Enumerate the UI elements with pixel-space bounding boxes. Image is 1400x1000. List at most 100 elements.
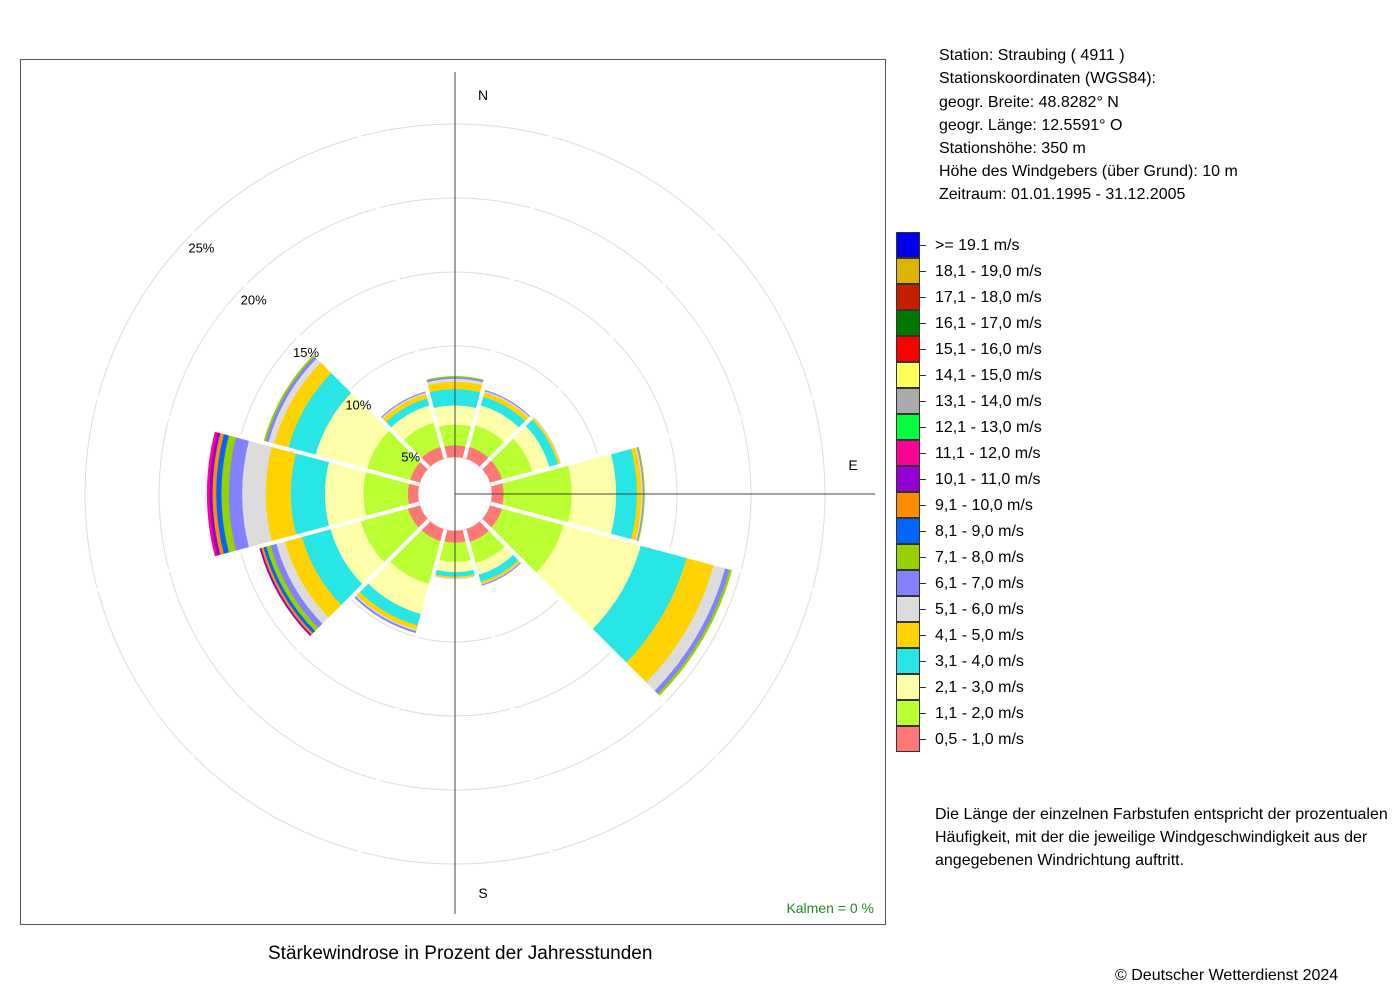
legend-tick <box>920 609 926 610</box>
legend-swatch <box>896 388 920 414</box>
sector-gap <box>142 181 431 470</box>
legend-tick <box>920 739 926 740</box>
legend-label: 9,1 - 10,0 m/s <box>935 497 1033 514</box>
wind-rose-svg: 5% 10% 15% 20% 25% N E S Kalmen = 0 % <box>29 68 881 920</box>
legend-label: 12,1 - 13,0 m/s <box>935 419 1042 436</box>
compass-label-e: E <box>848 457 857 473</box>
legend-label: 15,1 - 16,0 m/s <box>935 341 1042 358</box>
compass-label-s: S <box>478 885 487 901</box>
legend-label: 2,1 - 3,0 m/s <box>935 679 1024 696</box>
legend-label: 5,1 - 6,0 m/s <box>935 601 1024 618</box>
legend-label: 16,1 - 17,0 m/s <box>935 315 1042 332</box>
legend-swatch <box>896 284 920 310</box>
legend-label: 6,1 - 7,0 m/s <box>935 575 1024 592</box>
radial-tick-label: 20% <box>241 293 267 308</box>
legend-tick <box>920 271 926 272</box>
legend-tick <box>920 557 926 558</box>
sector-gap <box>29 501 420 610</box>
legend-swatch <box>896 726 920 752</box>
chart-caption: Stärkewindrose in Prozent der Jahresstun… <box>268 943 653 964</box>
sector-gap <box>479 181 768 470</box>
sector-gap <box>339 529 448 920</box>
sector-gap <box>462 529 571 920</box>
wind-rose-plot: 5% 10% 15% 20% 25% N E S Kalmen = 0 % <box>20 59 886 925</box>
calm-label: Kalmen = 0 % <box>786 900 874 916</box>
legend-label: 14,1 - 15,0 m/s <box>935 367 1042 384</box>
coords-title: Stationskoordinaten (WGS84): <box>939 70 1156 87</box>
legend-swatch <box>896 544 920 570</box>
legend-label: 1,1 - 2,0 m/s <box>935 705 1024 722</box>
legend-tick <box>920 453 926 454</box>
legend-tick <box>920 687 926 688</box>
sector-gap <box>490 378 881 487</box>
radial-tick-label: 5% <box>401 450 420 465</box>
legend-tick <box>920 635 926 636</box>
legend-swatch <box>896 700 920 726</box>
legend-tick <box>920 401 926 402</box>
longitude-line: geogr. Länge: 12.5591° O <box>939 117 1123 134</box>
radial-tick-label: 10% <box>345 397 371 412</box>
sector-300 <box>263 353 430 485</box>
legend-tick <box>920 245 926 246</box>
sector-gap <box>339 68 448 459</box>
sector-gap <box>490 501 881 610</box>
legend-tick <box>920 427 926 428</box>
legend-swatch <box>896 362 920 388</box>
legend-swatch <box>896 258 920 284</box>
sector-gap <box>462 68 571 459</box>
legend-label: 10,1 - 11,0 m/s <box>935 471 1041 488</box>
legend-label: 3,1 - 4,0 m/s <box>935 653 1024 670</box>
legend-tick <box>920 479 926 480</box>
radial-tick-label: 25% <box>188 240 214 255</box>
sector-210 <box>352 519 446 634</box>
compass-label-n: N <box>478 87 488 103</box>
legend-swatch <box>896 440 920 466</box>
legend-swatch <box>896 466 920 492</box>
legend-tick <box>920 583 926 584</box>
legend-tick <box>920 505 926 506</box>
legend-swatch <box>896 570 920 596</box>
legend-swatch <box>896 596 920 622</box>
note-line-2: Häufigkeit, mit der die jeweilige Windge… <box>935 829 1368 846</box>
station-height-line: Stationshöhe: 350 m <box>939 140 1086 157</box>
legend-swatch <box>896 310 920 336</box>
legend-label: 11,1 - 12,0 m/s <box>935 445 1041 462</box>
legend-tick <box>920 713 926 714</box>
legend-tick <box>920 349 926 350</box>
sensor-height-line: Höhe des Windgebers (über Grund): 10 m <box>939 163 1238 180</box>
latitude-line: geogr. Breite: 48.8282° N <box>939 94 1119 111</box>
station-line: Station: Straubing ( 4911 ) <box>939 47 1125 64</box>
legend-tick <box>920 661 926 662</box>
sector-gap <box>142 518 431 807</box>
legend-label: 4,1 - 5,0 m/s <box>935 627 1024 644</box>
legend-swatch <box>896 622 920 648</box>
period-line: Zeitraum: 01.01.1995 - 31.12.2005 <box>939 186 1186 203</box>
radial-tick-label: 15% <box>293 345 319 360</box>
note-line-3: angegebenen Windrichtung auftritt. <box>935 852 1185 869</box>
legend-tick <box>920 323 926 324</box>
legend-label: 13,1 - 14,0 m/s <box>935 393 1042 410</box>
legend-label: 18,1 - 19,0 m/s <box>935 263 1042 280</box>
legend-swatch <box>896 336 920 362</box>
legend-swatch <box>896 648 920 674</box>
legend-swatch <box>896 674 920 700</box>
copyright: © Deutscher Wetterdienst 2024 <box>1115 967 1339 984</box>
legend-tick <box>920 297 926 298</box>
legend-swatch <box>896 414 920 440</box>
legend-label: >= 19.1 m/s <box>935 237 1020 254</box>
legend-tick <box>920 375 926 376</box>
sector-gap <box>29 378 420 487</box>
legend-swatch <box>896 232 920 258</box>
legend-tick <box>920 531 926 532</box>
legend-label: 0,5 - 1,0 m/s <box>935 731 1024 748</box>
sector-120 <box>480 503 733 698</box>
legend-label: 8,1 - 9,0 m/s <box>935 523 1024 540</box>
legend-swatch <box>896 492 920 518</box>
note-line-1: Die Länge der einzelnen Farbstufen entsp… <box>935 806 1388 823</box>
legend-label: 7,1 - 8,0 m/s <box>935 549 1024 566</box>
legend-label: 17,1 - 18,0 m/s <box>935 289 1042 306</box>
sector-gap <box>479 518 768 807</box>
sector-band <box>290 451 330 537</box>
sector-240 <box>258 503 430 638</box>
legend-swatch <box>896 518 920 544</box>
